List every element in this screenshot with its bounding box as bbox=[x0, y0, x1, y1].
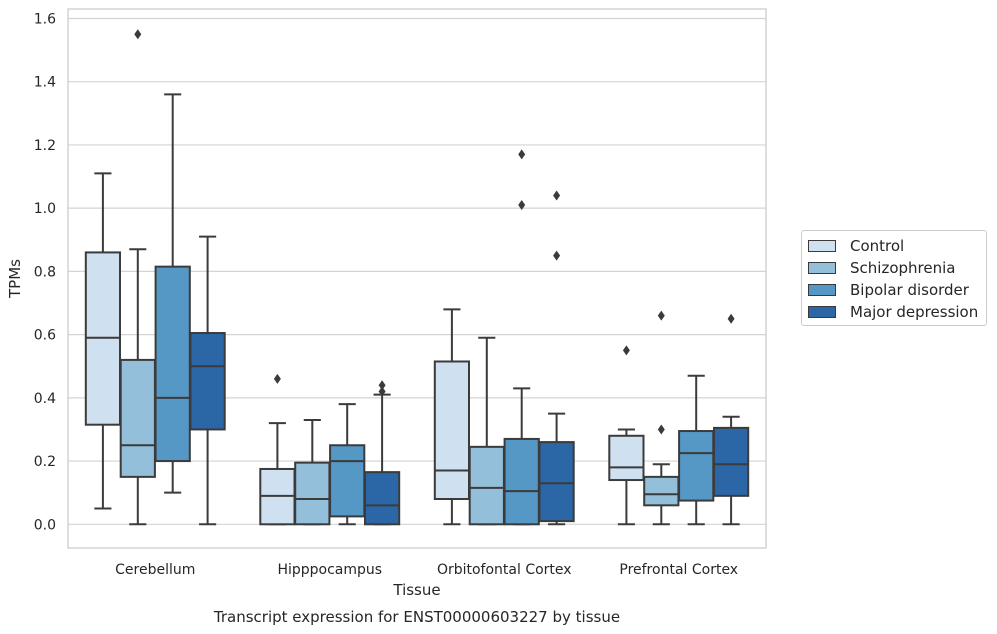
box-body bbox=[712, 426, 750, 497]
box-orbitofontal-cortex-schizophrenia bbox=[468, 336, 505, 526]
box-body bbox=[329, 444, 366, 518]
outlier-point bbox=[553, 250, 561, 261]
box-prefrontal-cortex-schizophrenia bbox=[643, 310, 680, 526]
legend-swatch bbox=[808, 306, 836, 318]
box-body bbox=[538, 441, 575, 523]
legend-swatch bbox=[808, 284, 836, 296]
y-tick-label: 1.6 bbox=[34, 11, 56, 27]
outlier-point bbox=[518, 200, 526, 210]
y-tick-label: 0.4 bbox=[34, 391, 56, 407]
box-cerebellum-major-depression bbox=[189, 235, 226, 526]
box-body bbox=[189, 332, 226, 431]
y-tick-labels: 0.0 0.2 0.4 0.6 0.8 1.0 1.2 1.4 1.6 bbox=[34, 11, 56, 533]
y-tick-label: 1.2 bbox=[34, 138, 56, 154]
outlier-point bbox=[657, 310, 665, 321]
legend: Control Schizophrenia Bipolar disorder M… bbox=[801, 230, 987, 326]
box-prefrontal-cortex-major-depression bbox=[712, 313, 750, 526]
box-body bbox=[503, 437, 540, 526]
x-axis-label: Tissue bbox=[392, 581, 440, 599]
box-prefrontal-cortex-control bbox=[608, 345, 645, 526]
legend-label: Bipolar disorder bbox=[850, 281, 969, 299]
x-tick-label: Orbitofontal Cortex bbox=[437, 562, 572, 578]
outlier-point bbox=[378, 380, 386, 391]
chart-title: Transcript expression for ENST0000060322… bbox=[213, 608, 620, 626]
box-hipppocampus-schizophrenia bbox=[294, 418, 331, 526]
box-body bbox=[119, 358, 156, 478]
plot-boxes bbox=[84, 29, 750, 526]
legend-item-schizophrenia: Schizophrenia bbox=[808, 257, 955, 279]
y-axis-label: TPMs bbox=[6, 259, 24, 299]
x-tick-label: Hipppocampus bbox=[277, 562, 382, 578]
outlier-point bbox=[657, 424, 665, 435]
x-tick-label: Cerebellum bbox=[115, 562, 195, 578]
y-tick-label: 0.6 bbox=[34, 328, 56, 344]
outlier-point bbox=[622, 345, 630, 356]
y-tick-label: 0.2 bbox=[34, 454, 56, 470]
legend-label: Schizophrenia bbox=[850, 259, 956, 277]
legend-item-bipolar-disorder: Bipolar disorder bbox=[808, 279, 969, 301]
box-body bbox=[154, 265, 191, 463]
x-tick-labels: Cerebellum Hipppocampus Orbitofontal Corte… bbox=[115, 562, 738, 578]
legend-swatch bbox=[808, 262, 836, 274]
legend-item-control: Control bbox=[808, 235, 904, 257]
outlier-point bbox=[273, 373, 281, 384]
y-tick-label: 1.4 bbox=[34, 75, 56, 91]
box-cerebellum-bipolar-disorder bbox=[154, 93, 191, 494]
outlier-point bbox=[518, 149, 526, 160]
box-body bbox=[608, 434, 645, 482]
box-body bbox=[433, 360, 471, 500]
box-orbitofontal-cortex-major-depression bbox=[538, 190, 575, 526]
box-body bbox=[678, 430, 715, 502]
box-cerebellum-control bbox=[84, 172, 122, 510]
x-tick-label: Prefrontal Cortex bbox=[619, 562, 738, 578]
legend-swatch bbox=[808, 240, 836, 252]
box-cerebellum-schizophrenia bbox=[119, 29, 156, 526]
box-orbitofontal-cortex-control bbox=[433, 308, 471, 526]
outlier-point bbox=[378, 386, 386, 397]
y-tick-label: 0.8 bbox=[34, 264, 56, 280]
box-hipppocampus-major-depression bbox=[363, 380, 401, 526]
box-hipppocampus-control bbox=[259, 373, 296, 526]
y-tick-label: 1.0 bbox=[34, 201, 56, 217]
outlier-point bbox=[134, 29, 142, 40]
outlier-point bbox=[553, 190, 561, 201]
outlier-point bbox=[727, 313, 735, 324]
plot-frame bbox=[67, 8, 767, 549]
box-body bbox=[363, 471, 401, 526]
legend-label: Control bbox=[850, 237, 905, 255]
y-tick-label: 0.0 bbox=[34, 517, 56, 533]
box-body bbox=[468, 445, 505, 526]
box-body bbox=[643, 475, 680, 507]
legend-label: Major depression bbox=[850, 303, 979, 321]
box-body bbox=[294, 461, 331, 526]
box-hipppocampus-bipolar-disorder bbox=[329, 403, 366, 526]
legend-item-major-depression: Major depression bbox=[808, 301, 978, 323]
box-orbitofontal-cortex-bipolar-disorder bbox=[503, 149, 540, 526]
